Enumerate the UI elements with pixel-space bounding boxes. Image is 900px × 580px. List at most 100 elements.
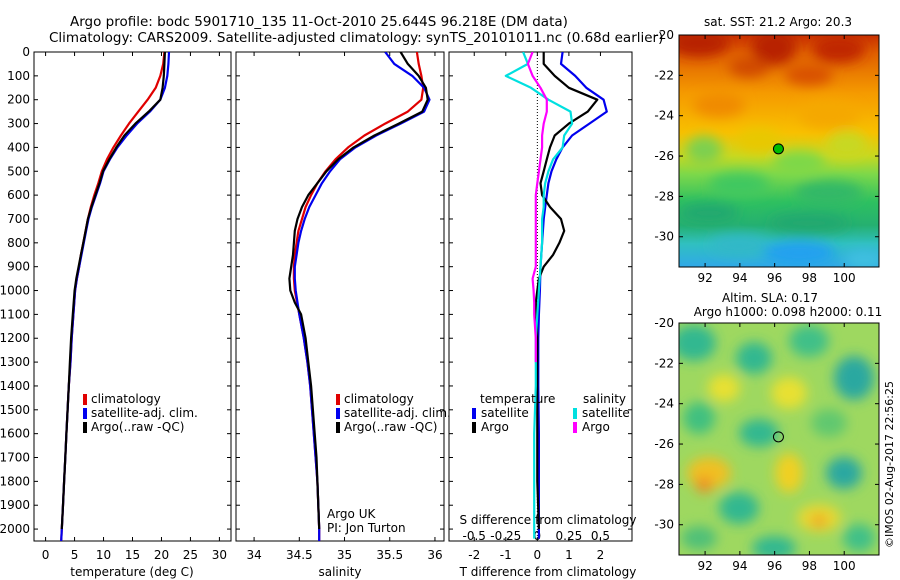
legend-swatch	[573, 408, 577, 419]
sst-map-title: sat. SST: 21.2 Argo: 20.3	[704, 15, 852, 29]
sst-argo-location-marker	[772, 143, 784, 155]
lat-tick-label: -20	[654, 316, 674, 330]
legend-header-salinity: salinity	[583, 392, 626, 406]
depth-axis-ticks: 0 100 200 300 400 500 600 700 800 900 1000 1100 1200…	[0, 45, 231, 536]
lat-tick-label: -26	[654, 149, 674, 163]
series-line-argo-raw-qc-	[60, 52, 166, 530]
legend-swatch	[83, 422, 87, 433]
lon-tick-label: 96	[767, 271, 782, 285]
depth-tick-label: 1900	[0, 498, 30, 512]
sla-map-frame	[678, 322, 880, 556]
x-tick-label: -1	[500, 548, 512, 562]
legend-swatch	[336, 408, 340, 419]
s-diff-tick-label: 0.25	[556, 529, 583, 543]
lon-tick-label: 98	[802, 559, 817, 573]
lon-tick-label: 92	[697, 559, 712, 573]
legend-label: climatology	[91, 392, 161, 406]
x-tick-label: 0	[534, 548, 542, 562]
series-line-climatology	[292, 52, 425, 541]
salinity-depth-ticks	[236, 51, 444, 530]
depth-tick-label: 800	[7, 236, 30, 250]
x-tick-label: 15	[125, 548, 140, 562]
x-tick-label: -2	[468, 548, 480, 562]
temperature-xlabel: temperature (deg C)	[70, 565, 193, 579]
x-tick-label: 2	[597, 548, 605, 562]
s-difference-label: S difference from climatology	[460, 513, 637, 527]
lat-tick-label: -28	[654, 477, 674, 491]
temperature-axis-ticks: 0 5 10 15 20 25 30	[42, 52, 227, 562]
x-tick-label: 25	[183, 548, 198, 562]
lat-tick-label: -22	[654, 356, 674, 370]
s-difference-axis-ticks: -0.5 -0.25 0 0.25 0.5	[463, 529, 610, 543]
legend-swatch	[336, 422, 340, 433]
depth-tick-label: 1400	[0, 379, 30, 393]
depth-tick-label: 400	[7, 140, 30, 154]
x-tick-label: 0	[42, 548, 50, 562]
x-tick-label: 36	[427, 548, 442, 562]
sst-map-ticks: 92 94 96 98 100 -20 -22 -24 -26 -28 -30	[654, 28, 879, 285]
sst-map-frame	[678, 34, 880, 268]
series-line-salinity-satellite	[504, 52, 574, 539]
legend-label: Argo	[582, 420, 610, 434]
s-diff-tick-label: -0.25	[490, 529, 521, 543]
difference-axes-frame	[448, 51, 633, 542]
depth-tick-label: 1300	[0, 355, 30, 369]
lat-tick-label: -20	[654, 28, 674, 42]
series-line-climatology	[60, 52, 166, 541]
salinity-axes-frame	[235, 51, 445, 542]
figure-title-line2: Climatology: CARS2009. Satellite-adjuste…	[49, 30, 663, 46]
lon-tick-label: 94	[732, 271, 747, 285]
legend-label: satellite-adj. clim.	[344, 406, 451, 420]
legend-label: satellite	[481, 406, 529, 420]
series-line-temperature-argo	[534, 52, 599, 530]
lat-tick-label: -30	[654, 518, 674, 532]
lat-tick-label: -24	[654, 109, 674, 123]
sla-map-panel: Altim. SLA: 0.17 Argo h1000: 0.098 h2000…	[654, 291, 882, 573]
legend-swatch	[472, 422, 476, 433]
lon-tick-label: 98	[802, 271, 817, 285]
imos-timestamp: ©IMOS 02-Aug-2017 22:56:25	[883, 381, 896, 548]
depth-tick-label: 1600	[0, 427, 30, 441]
difference-legend: temperature salinitysatelliteArgosatellit…	[472, 392, 630, 434]
legend-label: satellite-adj. clim.	[91, 406, 198, 420]
legend-label: Argo(..raw -QC)	[344, 420, 437, 434]
legend-label: Argo	[481, 420, 509, 434]
lon-tick-label: 94	[732, 559, 747, 573]
lon-tick-label: 100	[833, 559, 856, 573]
x-tick-label: 34.5	[286, 548, 313, 562]
lat-tick-label: -30	[654, 230, 674, 244]
legend-swatch	[83, 408, 87, 419]
lat-tick-label: -26	[654, 437, 674, 451]
depth-tick-label: 1800	[0, 474, 30, 488]
x-tick-label: 20	[154, 548, 169, 562]
depth-tick-label: 1000	[0, 284, 30, 298]
salinity-annotation-line1: Argo UK	[327, 507, 376, 521]
x-tick-label: 30	[212, 548, 227, 562]
s-diff-tick-label: 0.5	[591, 529, 610, 543]
depth-tick-label: 1700	[0, 451, 30, 465]
sla-map-ticks: 92 94 96 98 100 -20 -22 -24 -26 -28 -30	[654, 316, 879, 573]
salinity-xlabel: salinity	[318, 565, 361, 579]
difference-depth-ticks	[449, 51, 632, 530]
depth-tick-label: 1200	[0, 331, 30, 345]
x-tick-label: 34	[246, 548, 261, 562]
difference-panel: -2 -1 0 1 2 -0.5 -0.25 0 0.25 0.5 temperature sal…	[448, 51, 637, 579]
series-line-satellite-adj-clim-	[60, 52, 171, 541]
series-line-salinity-argo	[526, 52, 548, 363]
sla-map-title-line2: Argo h1000: 0.098 h2000: 0.11	[694, 305, 883, 319]
depth-tick-label: 0	[22, 45, 30, 59]
t-difference-axis-ticks: -2 -1 0 1 2	[468, 52, 604, 562]
legend-header-temperature: temperature	[480, 392, 555, 406]
x-tick-label: 5	[71, 548, 79, 562]
legend-label: climatology	[344, 392, 414, 406]
sla-map-image	[679, 323, 879, 555]
sst-map-panel: sat. SST: 21.2 Argo: 20.3	[654, 15, 880, 285]
s-diff-tick-label: 0	[534, 529, 542, 543]
depth-tick-label: 1500	[0, 403, 30, 417]
s-diff-tick-label: -0.5	[463, 529, 486, 543]
depth-tick-label: 2000	[0, 522, 30, 536]
depth-tick-label: 300	[7, 117, 30, 131]
salinity-profiles	[288, 52, 431, 541]
